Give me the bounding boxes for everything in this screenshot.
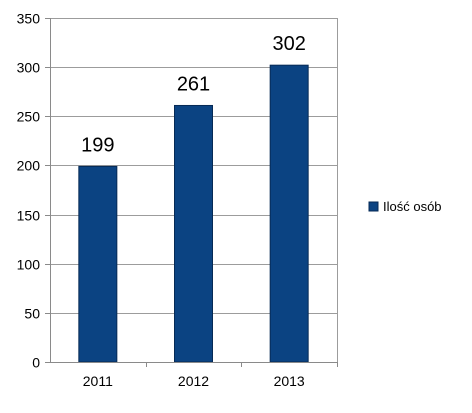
bar-2012	[174, 104, 213, 363]
y-tick-label: 350	[17, 11, 41, 27]
y-tick-label: 100	[17, 257, 41, 273]
y-tick-label: 250	[17, 109, 41, 125]
x-tick-label: 2012	[178, 373, 209, 389]
bars	[78, 64, 309, 363]
axes	[45, 18, 338, 367]
data-label: 199	[81, 134, 114, 156]
y-tick-label: 200	[17, 158, 41, 174]
y-tick-label: 0	[32, 355, 40, 371]
data-label: 261	[177, 73, 210, 95]
x-tick-label: 2013	[274, 373, 305, 389]
data-label: 302	[272, 33, 305, 55]
labels: 0 50 100 150 200 250 300 350 2011 199 2012 261 2013 3…	[17, 11, 306, 390]
x-tick-label: 2011	[83, 373, 113, 389]
y-tick-label: 50	[24, 306, 40, 322]
y-tick-label: 150	[17, 208, 41, 224]
y-tick-label: 300	[17, 60, 41, 76]
legend: Ilość osób	[368, 199, 442, 214]
bar-2011	[78, 165, 118, 363]
bar-2013	[269, 64, 309, 363]
legend-label: Ilość osób	[383, 199, 442, 214]
legend-swatch	[368, 201, 379, 212]
